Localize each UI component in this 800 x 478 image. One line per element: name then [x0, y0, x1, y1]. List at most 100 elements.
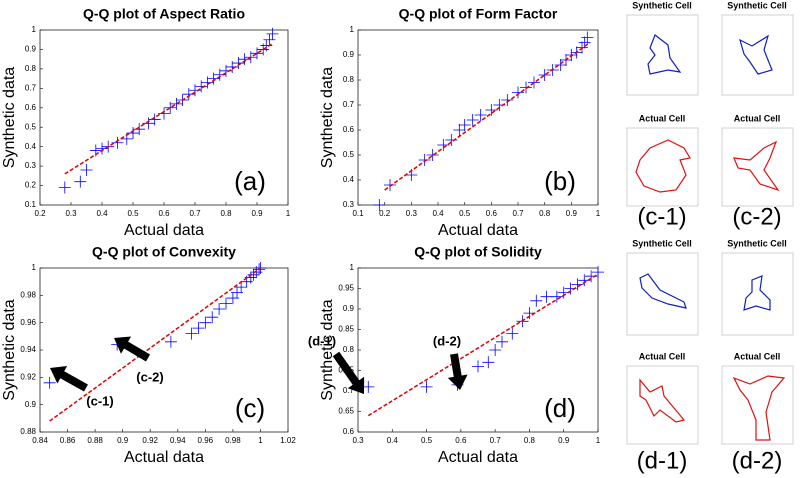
x-tick-label: 0.98 — [225, 436, 241, 445]
y-tick-label: 1 — [32, 25, 37, 34]
cell-box — [721, 14, 794, 96]
arrow — [447, 353, 468, 390]
x-tick-label: 1 — [596, 436, 601, 445]
cell-title: Actual Cell — [734, 351, 781, 361]
data-point — [142, 117, 155, 130]
data-point — [185, 327, 198, 340]
data-point — [512, 86, 524, 99]
plot-area — [39, 267, 289, 433]
x-tick-label: 0.3 — [65, 209, 77, 218]
cell-box — [721, 252, 794, 336]
data-point — [80, 164, 93, 176]
y-tick-label: 0.8 — [343, 345, 355, 354]
data-point — [226, 60, 239, 73]
data-point — [528, 76, 540, 89]
x-axis-label: Actual data — [124, 449, 204, 466]
data-point — [235, 281, 248, 294]
data-point — [213, 303, 226, 315]
data-point — [506, 327, 519, 340]
x-tick-label: 0.6 — [158, 209, 170, 218]
cell-title: Synthetic Cell — [632, 238, 692, 248]
y-tick-label: 0.7 — [343, 386, 355, 395]
x-tick-label: 0.9 — [251, 209, 263, 218]
x-tick-label: 0.7 — [490, 436, 502, 445]
cell-shape — [733, 140, 780, 192]
cell-title: Actual Cell — [734, 113, 781, 123]
data-point — [170, 97, 183, 110]
data-point — [362, 380, 375, 393]
x-tick-label: 0.94 — [170, 436, 186, 445]
x-tick-label: 0.88 — [87, 436, 103, 445]
y-tick-label: 0.2 — [25, 181, 37, 190]
x-tick-label: 0.4 — [96, 209, 108, 218]
data-point — [263, 33, 276, 46]
cell-shape — [635, 139, 691, 193]
arrow — [332, 351, 365, 394]
cell-shape — [739, 34, 773, 75]
x-axis-label: Actual data — [124, 222, 204, 239]
x-tick-label: 0.2 — [34, 209, 46, 218]
cell-box — [626, 127, 699, 207]
cell-box — [626, 252, 699, 336]
x-tick-label: 0.8 — [539, 209, 551, 218]
data-point — [482, 356, 495, 369]
cell-label: (d-2) — [732, 447, 783, 474]
chart-title: Q-Q plot of Solidity — [414, 244, 542, 260]
y-tick-label: 0.4 — [343, 175, 355, 184]
x-tick-label: 0.9 — [117, 436, 129, 445]
x-tick-label: 0.4 — [387, 436, 399, 445]
annotation: (c-2) — [136, 369, 163, 384]
data-point — [420, 380, 433, 393]
data-point — [220, 297, 232, 310]
y-tick-label: 0.3 — [25, 161, 37, 170]
data-point — [384, 179, 396, 191]
y-axis-label: Synthetic data — [319, 299, 336, 401]
x-tick-label: 0.86 — [60, 436, 76, 445]
x-tick-label: 0.3 — [352, 436, 364, 445]
cell-title: Synthetic Cell — [727, 238, 787, 248]
data-point — [554, 59, 567, 71]
x-tick-label: 0.2 — [379, 209, 391, 218]
data-point — [520, 81, 532, 94]
cell-shape — [743, 275, 771, 311]
cell-label: (c-1) — [637, 203, 686, 230]
data-point — [164, 335, 177, 348]
x-tick-label: 1.02 — [280, 436, 296, 445]
data-point — [133, 123, 146, 136]
y-tick-label: 0.9 — [25, 400, 37, 409]
x-tick-label: 0.92 — [142, 436, 158, 445]
reference-line — [49, 267, 261, 422]
chart-title: Q-Q plot of Convexity — [92, 244, 236, 260]
data-point — [164, 101, 177, 114]
y-tick-label: 0.85 — [338, 325, 354, 334]
data-point — [489, 344, 502, 356]
data-point — [426, 149, 439, 161]
x-tick-label: 0.5 — [421, 436, 433, 445]
data-point — [373, 199, 386, 211]
data-point — [74, 175, 87, 188]
x-tick-label: 1 — [286, 209, 291, 218]
data-point — [206, 311, 219, 324]
data-point — [458, 119, 471, 131]
y-tick-label: 0.7 — [343, 100, 355, 109]
y-tick-label: 0.8 — [25, 64, 37, 73]
x-axis-label: Actual data — [438, 222, 518, 239]
data-point — [148, 113, 161, 126]
plot-area — [357, 29, 599, 206]
cell-shape — [732, 375, 786, 441]
data-point — [201, 76, 214, 89]
y-tick-label: 0.5 — [343, 150, 355, 159]
annotation: (d-2) — [433, 333, 461, 348]
data-point — [592, 266, 604, 279]
cell-box — [721, 127, 794, 207]
cell-label: (d-1) — [637, 447, 688, 474]
y-tick-label: 0.8 — [343, 75, 355, 84]
plot-area — [357, 267, 599, 433]
y-tick-label: 0.96 — [20, 318, 36, 327]
y-tick-label: 0.7 — [25, 83, 37, 92]
y-tick-label: 0.88 — [20, 427, 36, 436]
x-tick-label: 0.7 — [512, 209, 524, 218]
data-point — [530, 294, 543, 307]
data-point — [485, 104, 498, 116]
